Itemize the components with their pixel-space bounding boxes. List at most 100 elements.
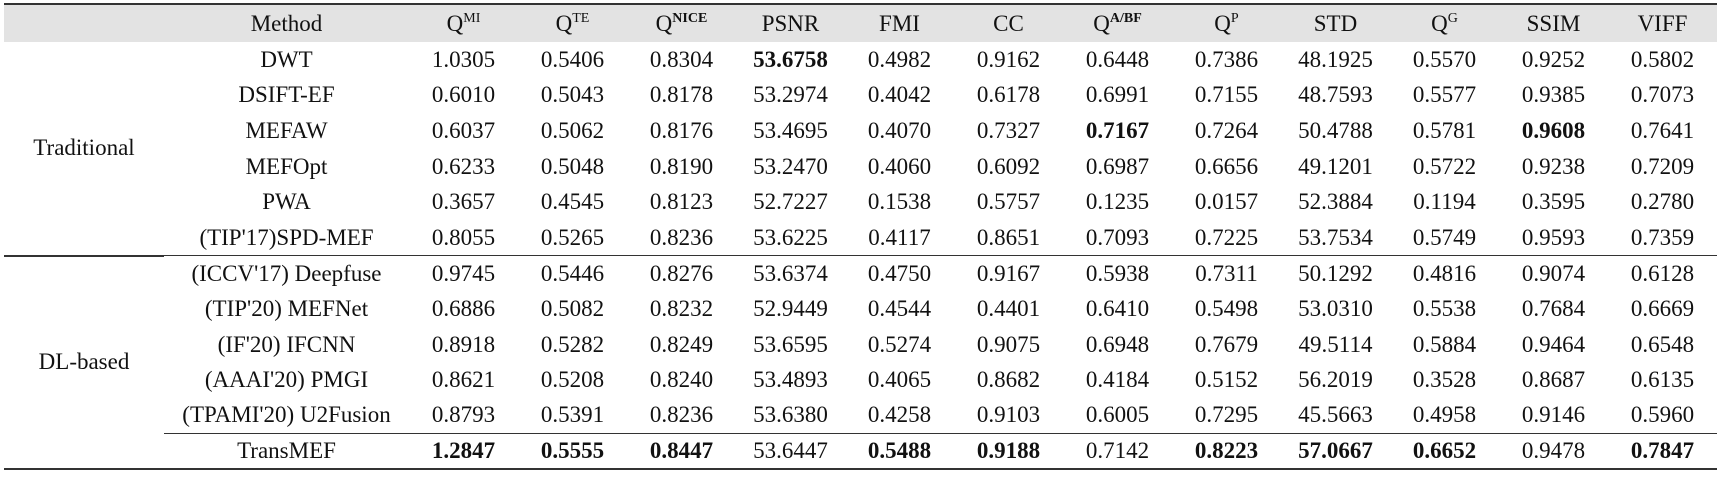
- value-cell: 0.5062: [540, 117, 605, 143]
- value-cell: 0.5406: [540, 46, 605, 72]
- column-header: PSNR: [761, 10, 820, 36]
- table-row: (IF'20) IFCNN 0.8918 0.5282 0.8249 53.6595 0.…: [4, 327, 1717, 363]
- value-cell: 0.7209: [1630, 153, 1695, 179]
- header-sup: G: [1447, 10, 1458, 26]
- value-cell: 0.5884: [1412, 331, 1477, 357]
- method-name: (TPAMI'20) U2Fusion: [182, 402, 391, 428]
- value-cell: 0.9608: [1521, 117, 1586, 143]
- header-base: Q: [555, 10, 573, 36]
- value-cell: 0.6135: [1630, 367, 1695, 393]
- value-cell: 0.4060: [867, 153, 932, 179]
- value-cell: 50.1292: [1281, 255, 1390, 292]
- value-cell: 49.5114: [1298, 331, 1373, 357]
- value-cell: 0.4982: [867, 46, 932, 72]
- value-cell: 0.5265: [540, 224, 605, 250]
- value-cell: 0.7359: [1630, 224, 1695, 250]
- value-cell: 0.5282: [540, 331, 605, 357]
- value-cell: 0.5749: [1412, 224, 1477, 250]
- value-cell: 53.7534: [1298, 224, 1373, 250]
- value-cell: 0.7641: [1630, 117, 1695, 143]
- value-cell: 0.8918: [431, 331, 496, 357]
- value-cell: 53.6380: [753, 402, 828, 428]
- value-cell: 53.4695: [753, 117, 828, 143]
- table-header: Method QMI QTE QNICE PSNR FMI CC QA/BF QP STD QG SS…: [4, 4, 1717, 42]
- value-cell: 0.7142: [1063, 433, 1172, 471]
- value-cell: 0.4816: [1390, 255, 1499, 292]
- value-cell: 0.7327: [976, 117, 1041, 143]
- value-cell: 53.6225: [753, 224, 828, 250]
- value-cell: 0.2780: [1630, 189, 1695, 215]
- value-cell: 0.6948: [1085, 331, 1150, 357]
- value-cell: 0.9464: [1521, 331, 1586, 357]
- value-cell: 53.6758: [753, 46, 828, 72]
- value-cell: 0.5488: [845, 433, 954, 471]
- column-header: CC: [993, 10, 1024, 36]
- value-cell: 0.9252: [1521, 46, 1586, 72]
- table-row: PWA 0.3657 0.4545 0.8123 52.7227 0.1538 0.5757…: [4, 184, 1717, 220]
- value-cell: 0.1194: [1413, 189, 1476, 215]
- value-cell: 0.8178: [649, 82, 714, 108]
- table-row: (TPAMI'20) U2Fusion 0.8793 0.5391 0.8236 53.…: [4, 398, 1717, 434]
- header-sup: P: [1230, 10, 1239, 26]
- value-cell: 0.7155: [1194, 82, 1259, 108]
- method-name: (AAAI'20) PMGI: [204, 367, 369, 393]
- value-cell: 0.7684: [1521, 295, 1586, 321]
- value-cell: 0.8687: [1521, 367, 1586, 393]
- value-cell: 53.6447: [736, 433, 845, 471]
- page: Method QMI QTE QNICE PSNR FMI CC QA/BF QP STD QG SS…: [0, 3, 1721, 477]
- value-cell: 0.6652: [1390, 433, 1499, 471]
- value-cell: 0.5938: [1063, 255, 1172, 292]
- header-sup: MI: [463, 10, 481, 26]
- header-sup: TE: [572, 10, 590, 26]
- value-cell: 0.8621: [431, 367, 496, 393]
- group-label: DL-based: [4, 255, 164, 471]
- method-name: MEFAW: [245, 117, 328, 143]
- method-name: (ICCV'17) Deepfuse: [164, 255, 409, 292]
- value-cell: 0.4070: [867, 117, 932, 143]
- value-cell: 0.9593: [1521, 224, 1586, 250]
- value-cell: 0.5802: [1630, 46, 1695, 72]
- value-cell: 0.7311: [1172, 255, 1281, 292]
- value-cell: 0.6448: [1085, 46, 1150, 72]
- value-cell: 0.5538: [1412, 295, 1477, 321]
- header-sup: NICE: [672, 10, 708, 26]
- value-cell: 53.6595: [753, 331, 828, 357]
- table-row: (TIP'20) MEFNet 0.6886 0.5082 0.8232 52.9449…: [4, 291, 1717, 327]
- value-cell: 0.6037: [431, 117, 496, 143]
- column-header: FMI: [879, 10, 920, 36]
- header-base: Q: [1214, 10, 1231, 36]
- value-cell: 0.5208: [540, 367, 605, 393]
- value-cell: 0.8304: [649, 46, 714, 72]
- value-cell: 49.1201: [1298, 153, 1373, 179]
- value-cell: 0.5570: [1412, 46, 1477, 72]
- column-header: QTE: [518, 4, 627, 42]
- value-cell: 0.8651: [976, 224, 1041, 250]
- value-cell: 0.5555: [518, 433, 627, 471]
- value-cell: 0.9103: [976, 402, 1041, 428]
- value-cell: 0.5048: [540, 153, 605, 179]
- value-cell: 48.1925: [1298, 46, 1373, 72]
- value-cell: 0.8236: [649, 224, 714, 250]
- value-cell: 0.7225: [1194, 224, 1259, 250]
- table-row: TransMEF 1.2847 0.5555 0.8447 53.6447 0.5488 0…: [4, 433, 1717, 471]
- value-cell: 0.7093: [1085, 224, 1150, 250]
- value-cell: 0.5498: [1194, 295, 1259, 321]
- value-cell: 0.8249: [649, 331, 714, 357]
- value-cell: 0.6669: [1630, 295, 1695, 321]
- value-cell: 0.8276: [627, 255, 736, 292]
- value-cell: 0.4545: [540, 189, 605, 215]
- value-cell: 0.9745: [409, 255, 518, 292]
- value-cell: 0.6656: [1194, 153, 1259, 179]
- method-name: (IF'20) IFCNN: [217, 331, 356, 357]
- value-cell: 0.4750: [845, 255, 954, 292]
- value-cell: 0.6128: [1608, 255, 1717, 292]
- table-body: Traditional DWT 1.0305 0.5406 0.8304 53.6758 0…: [4, 42, 1717, 471]
- value-cell: 0.9146: [1521, 402, 1586, 428]
- value-cell: 0.5152: [1194, 367, 1259, 393]
- column-header: QG: [1390, 4, 1499, 42]
- table-row: (TIP'17)SPD-MEF 0.8055 0.5265 0.8236 53.6225…: [4, 220, 1717, 256]
- column-header: QMI: [409, 4, 518, 42]
- value-cell: 53.2974: [753, 82, 828, 108]
- method-name: MEFOpt: [245, 153, 328, 179]
- value-cell: 0.4184: [1085, 367, 1150, 393]
